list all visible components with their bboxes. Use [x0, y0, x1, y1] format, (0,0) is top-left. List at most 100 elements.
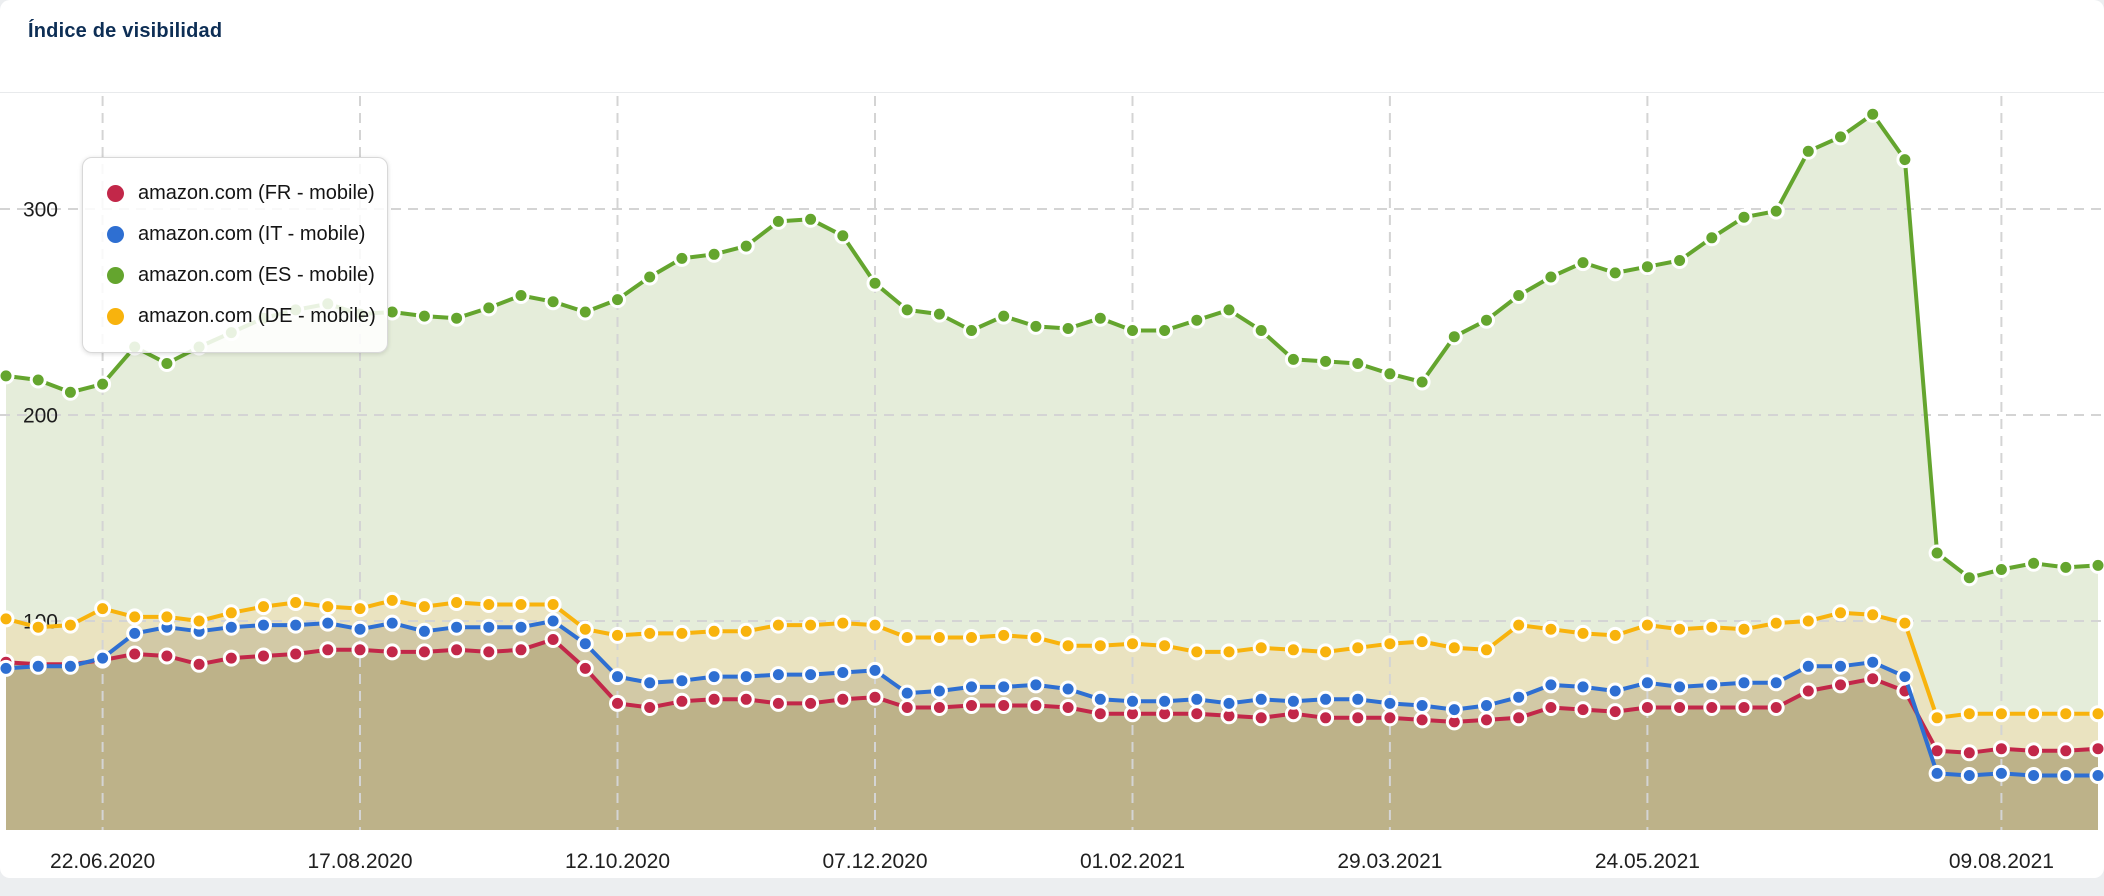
data-point[interactable] [512, 596, 530, 613]
data-point[interactable] [1252, 709, 1270, 727]
data-point[interactable] [930, 305, 948, 323]
data-point[interactable] [898, 684, 916, 702]
data-point[interactable] [930, 682, 948, 700]
data-point[interactable] [576, 620, 594, 638]
legend-item-fr-mobile[interactable]: amazon.com (FR - mobile) [107, 178, 375, 208]
data-point[interactable] [1413, 373, 1431, 391]
data-point[interactable] [737, 690, 755, 708]
data-point[interactable] [641, 624, 659, 642]
legend-item-de-mobile[interactable]: amazon.com (DE - mobile) [107, 302, 376, 332]
data-point[interactable] [415, 643, 433, 661]
data-point[interactable] [1638, 699, 1656, 716]
data-point[interactable] [158, 608, 176, 626]
data-point[interactable] [866, 661, 884, 679]
data-point[interactable] [866, 688, 884, 706]
data-point[interactable] [1381, 365, 1399, 383]
data-point[interactable] [1059, 320, 1077, 337]
data-point[interactable] [1091, 690, 1109, 708]
data-point[interactable] [1638, 616, 1656, 634]
data-point[interactable] [1188, 690, 1206, 708]
data-point[interactable] [1799, 682, 1817, 700]
data-point[interactable] [705, 690, 723, 708]
data-point[interactable] [1928, 709, 1946, 727]
data-point[interactable] [737, 668, 755, 686]
data-point[interactable] [834, 664, 852, 681]
data-point[interactable] [351, 641, 369, 659]
data-point[interactable] [126, 624, 144, 642]
legend-item-it-mobile[interactable]: amazon.com (IT - mobile) [107, 219, 365, 249]
data-point[interactable] [1091, 705, 1109, 723]
data-point[interactable] [769, 694, 787, 712]
data-point[interactable] [1220, 301, 1238, 319]
data-point[interactable] [1478, 641, 1495, 659]
data-point[interactable] [94, 600, 112, 618]
data-point[interactable] [769, 666, 787, 684]
data-point[interactable] [995, 678, 1013, 696]
data-point[interactable] [94, 375, 112, 393]
data-point[interactable] [1542, 620, 1560, 638]
data-point[interactable] [1252, 322, 1270, 339]
data-point[interactable] [802, 694, 820, 712]
data-point[interactable] [222, 604, 240, 622]
data-point[interactable] [1381, 709, 1399, 727]
data-point[interactable] [1091, 309, 1109, 327]
data-point[interactable] [448, 594, 466, 611]
data-point[interactable] [1252, 639, 1270, 657]
data-point[interactable] [641, 268, 659, 286]
data-point[interactable] [1124, 322, 1141, 339]
data-point[interactable] [1638, 258, 1656, 276]
data-point[interactable] [1864, 606, 1882, 624]
data-point[interactable] [1896, 151, 1914, 169]
data-point[interactable] [1928, 544, 1946, 562]
data-point[interactable] [1220, 643, 1238, 661]
data-point[interactable] [705, 668, 723, 686]
data-point[interactable] [1317, 690, 1335, 708]
data-point[interactable] [1703, 676, 1721, 694]
data-point[interactable] [2025, 705, 2043, 723]
data-point[interactable] [1542, 699, 1560, 716]
data-point[interactable] [2089, 767, 2104, 784]
data-point[interactable] [1445, 328, 1463, 346]
data-point[interactable] [1284, 692, 1302, 710]
data-point[interactable] [2089, 705, 2104, 723]
data-point[interactable] [544, 631, 562, 648]
data-point[interactable] [1349, 709, 1367, 727]
data-point[interactable] [2057, 558, 2075, 576]
data-point[interactable] [1091, 637, 1109, 655]
data-point[interactable] [1317, 352, 1335, 370]
data-point[interactable] [1124, 692, 1141, 710]
data-point[interactable] [1606, 626, 1624, 644]
data-point[interactable] [1799, 657, 1817, 675]
data-point[interactable] [1413, 697, 1431, 714]
data-point[interactable] [1832, 657, 1849, 675]
data-point[interactable] [1349, 355, 1367, 372]
data-point[interactable] [673, 624, 691, 642]
data-point[interactable] [1896, 668, 1914, 686]
data-point[interactable] [1027, 317, 1045, 335]
data-point[interactable] [415, 598, 433, 616]
data-point[interactable] [126, 608, 144, 626]
data-point[interactable] [222, 649, 240, 667]
data-point[interactable] [1960, 705, 1978, 723]
data-point[interactable] [1542, 676, 1560, 694]
data-point[interactable] [2089, 556, 2104, 574]
data-point[interactable] [512, 287, 530, 304]
data-point[interactable] [1832, 676, 1849, 694]
data-point[interactable] [609, 626, 626, 644]
data-point[interactable] [898, 629, 916, 646]
data-point[interactable] [1767, 202, 1785, 220]
data-point[interactable] [673, 672, 691, 690]
data-point[interactable] [1156, 322, 1174, 339]
data-point[interactable] [1445, 639, 1463, 657]
data-point[interactable] [448, 641, 466, 659]
data-point[interactable] [609, 668, 626, 686]
data-point[interactable] [1317, 643, 1335, 661]
data-point[interactable] [705, 245, 723, 263]
data-point[interactable] [995, 626, 1013, 644]
data-point[interactable] [1703, 618, 1721, 636]
data-point[interactable] [319, 598, 337, 616]
data-point[interactable] [480, 299, 498, 317]
data-point[interactable] [1510, 287, 1528, 304]
data-point[interactable] [1156, 692, 1174, 710]
data-point[interactable] [190, 612, 208, 630]
